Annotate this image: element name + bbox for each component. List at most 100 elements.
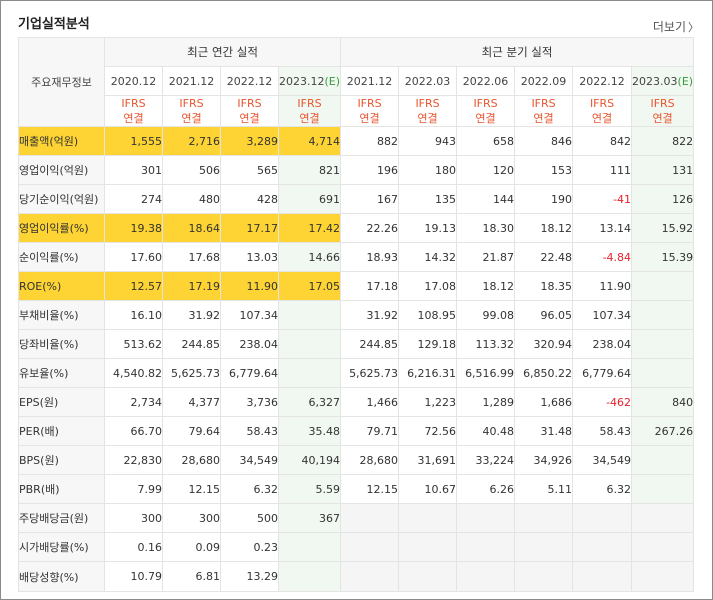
quarter-value: 6.32 <box>572 474 633 504</box>
quarter-value: 267.26 <box>631 416 695 446</box>
empty-cell <box>456 503 516 533</box>
table-row: 유보율(%) 4,540.82 5,625.73 6,779.64 5,625.73 6,… <box>18 358 695 388</box>
quarter-value: 882 <box>340 126 400 156</box>
table-row: EPS(원) 2,734 4,377 3,736 6,327 1,466 1,223 1,28… <box>18 387 695 417</box>
quarter-value: 21.87 <box>456 242 516 272</box>
ifrs-line1: IFRS <box>589 97 615 110</box>
annual-value: 513.62 <box>104 329 163 359</box>
quarter-value: 320.94 <box>514 329 574 359</box>
table-row: PER(배) 66.70 79.64 58.43 35.48 79.71 72.56 40.4… <box>18 416 695 446</box>
quarter-value: 144 <box>456 184 516 214</box>
period-header-annual: 2022.12 <box>220 66 279 96</box>
annual-value: 3,289 <box>220 126 279 156</box>
quarter-value: 6,216.31 <box>398 358 458 388</box>
period-label: 2020.12 <box>110 74 157 88</box>
quarter-value: 13.14 <box>572 213 633 243</box>
table-row: 부채비율(%) 16.10 31.92 107.34 31.92 108.95 99.08 9… <box>18 300 695 330</box>
quarter-value: 6.26 <box>456 474 516 504</box>
quarter-value: 72.56 <box>398 416 458 446</box>
ifrs-label: IFRS 연결 <box>572 95 633 127</box>
quarter-value: 180 <box>398 155 458 185</box>
annual-value: 66.70 <box>104 416 163 446</box>
header-label: 주요재무정보 <box>18 37 105 127</box>
annual-value: 0.16 <box>104 532 163 562</box>
quarter-value: 244.85 <box>340 329 400 359</box>
quarter-value: -41 <box>572 184 633 214</box>
annual-value: 16.10 <box>104 300 163 330</box>
annual-value: 821 <box>277 155 342 185</box>
annual-value: 1,555 <box>104 126 163 156</box>
period-header-quarter: 2022.03 <box>398 66 458 96</box>
quarter-value: 10.67 <box>398 474 458 504</box>
row-label: 배당성향(%) <box>18 561 105 592</box>
table-row: 배당성향(%) 10.79 6.81 13.29 <box>18 561 695 592</box>
annual-value: 5,625.73 <box>162 358 221 388</box>
annual-value: 17.17 <box>220 213 279 243</box>
row-label: 주당배당금(원) <box>18 503 105 533</box>
annual-value: 17.42 <box>277 213 342 243</box>
period-label: 2023.03 <box>632 74 678 88</box>
quarter-value: 1,289 <box>456 387 516 417</box>
row-label: EPS(원) <box>18 387 105 417</box>
ifrs-line1: IFRS <box>650 97 675 110</box>
annual-value: 301 <box>104 155 163 185</box>
empty-cell <box>398 532 458 562</box>
quarter-value <box>631 300 695 330</box>
annual-value: 367 <box>277 503 342 533</box>
annual-value: 480 <box>162 184 221 214</box>
quarter-value: 22.48 <box>514 242 574 272</box>
row-label: 당좌비율(%) <box>18 329 105 359</box>
annual-value: 0.23 <box>220 532 279 562</box>
period-header-annual: 2020.12 <box>104 66 163 96</box>
annual-value: 4,540.82 <box>104 358 163 388</box>
quarter-value: 842 <box>572 126 633 156</box>
period-label: 2021.12 <box>346 74 393 88</box>
empty-cell <box>340 503 400 533</box>
annual-value: 17.05 <box>277 271 342 301</box>
quarter-value: 18.93 <box>340 242 400 272</box>
quarter-value: 131 <box>631 155 695 185</box>
annual-value: 13.29 <box>220 561 279 592</box>
row-label: 당기순이익(억원) <box>18 184 105 214</box>
quarter-value: 31,691 <box>398 445 458 475</box>
annual-value: 28,680 <box>162 445 221 475</box>
quarter-value: 18.35 <box>514 271 574 301</box>
row-label: PER(배) <box>18 416 105 446</box>
quarter-value: 11.90 <box>572 271 633 301</box>
estimate-label: (E) <box>324 74 341 88</box>
annual-value: 0.09 <box>162 532 221 562</box>
annual-value: 6,327 <box>277 387 342 417</box>
period-header-quarter: 2023.03(E) <box>631 66 695 96</box>
empty-cell <box>456 561 516 592</box>
quarter-value: 167 <box>340 184 400 214</box>
quarter-group-header: 최근 분기 실적 <box>340 37 695 67</box>
empty-cell <box>514 503 574 533</box>
quarter-value: 111 <box>572 155 633 185</box>
ifrs-line2: 연결 <box>475 112 496 125</box>
period-header-quarter: 2022.09 <box>514 66 574 96</box>
table-row: 영업이익률(%) 19.38 18.64 17.17 17.42 22.26 19.13 18… <box>18 213 695 243</box>
table-row: 매출액(억원) 1,555 2,716 3,289 4,714 882 943 658 846 8… <box>18 126 695 156</box>
quarter-value: 12.15 <box>340 474 400 504</box>
annual-value: 428 <box>220 184 279 214</box>
empty-cell <box>572 503 633 533</box>
quarter-value: 107.34 <box>572 300 633 330</box>
annual-value: 691 <box>277 184 342 214</box>
annual-value: 107.34 <box>220 300 279 330</box>
empty-cell <box>398 503 458 533</box>
annual-value: 5.59 <box>277 474 342 504</box>
period-label: 2022.12 <box>226 74 273 88</box>
more-link[interactable]: 더보기 〉 <box>653 18 699 35</box>
row-label: ROE(%) <box>18 271 105 301</box>
quarter-value: -4.84 <box>572 242 633 272</box>
ifrs-line1: IFRS <box>531 97 556 110</box>
quarter-value: 1,466 <box>340 387 400 417</box>
quarter-value: 17.18 <box>340 271 400 301</box>
ifrs-line2: 연결 <box>417 112 438 125</box>
quarter-value: 31.48 <box>514 416 574 446</box>
quarter-value <box>631 271 695 301</box>
annual-value: 11.90 <box>220 271 279 301</box>
annual-value: 274 <box>104 184 163 214</box>
ifrs-label: IFRS 연결 <box>277 95 342 127</box>
empty-cell <box>456 532 516 562</box>
